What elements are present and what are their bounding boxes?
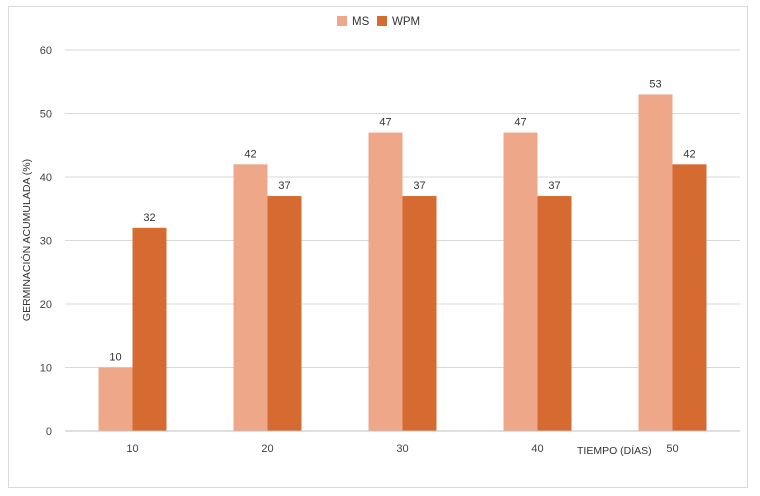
data-label-ms-10: 10 bbox=[109, 352, 121, 364]
x-tick-label: 30 bbox=[396, 443, 408, 455]
x-tick-label: 20 bbox=[261, 443, 273, 455]
bar-wpm-20 bbox=[267, 196, 302, 431]
y-tick-label: 0 bbox=[46, 426, 52, 438]
data-label-wpm-10: 32 bbox=[143, 212, 155, 224]
data-label-ms-50: 53 bbox=[649, 78, 661, 90]
data-label-ms-20: 42 bbox=[244, 148, 256, 160]
data-label-wpm-20: 37 bbox=[278, 180, 290, 192]
bar-ms-30 bbox=[368, 132, 403, 432]
bar-ms-10 bbox=[98, 367, 133, 431]
bar-wpm-30 bbox=[402, 196, 437, 431]
legend-swatch-wpm bbox=[377, 16, 387, 26]
x-axis-title: TIEMPO (DÍAS) bbox=[577, 444, 652, 457]
bar-ms-50 bbox=[638, 94, 673, 431]
data-labels: 10 32 42 37 47 37 47 37 53 42 bbox=[109, 78, 695, 363]
data-label-wpm-30: 37 bbox=[413, 180, 425, 192]
legend-label-wpm: WPM bbox=[392, 16, 420, 28]
bar-ms-40 bbox=[503, 132, 538, 432]
y-tick-label: 10 bbox=[40, 363, 52, 375]
x-tick-label: 40 bbox=[531, 443, 543, 455]
bar-wpm-40 bbox=[537, 196, 572, 431]
y-axis-title: GERMINACIÓN ACUMULADA (%) bbox=[20, 159, 33, 321]
data-label-wpm-50: 42 bbox=[683, 148, 695, 160]
x-axis-ticks: 10 20 30 40 50 bbox=[126, 443, 678, 455]
bar-ms-20 bbox=[233, 164, 268, 432]
y-tick-label: 20 bbox=[40, 299, 52, 311]
bar-wpm-50 bbox=[672, 164, 707, 432]
y-tick-label: 30 bbox=[40, 236, 52, 248]
x-tick-label: 10 bbox=[126, 443, 138, 455]
legend-swatch-ms bbox=[337, 16, 347, 26]
bar-wpm-10 bbox=[132, 227, 167, 431]
y-tick-label: 40 bbox=[40, 172, 52, 184]
data-label-ms-40: 47 bbox=[514, 117, 526, 129]
bars bbox=[98, 94, 707, 432]
data-label-wpm-40: 37 bbox=[548, 180, 560, 192]
legend: MS WPM bbox=[337, 16, 420, 28]
y-tick-label: 50 bbox=[40, 109, 52, 121]
y-axis-ticks: 0 10 20 30 40 50 60 bbox=[40, 45, 52, 438]
x-tick-label: 50 bbox=[666, 443, 678, 455]
y-tick-label: 60 bbox=[40, 45, 52, 57]
data-label-ms-30: 47 bbox=[379, 117, 391, 129]
legend-label-ms: MS bbox=[352, 16, 370, 28]
gridlines bbox=[65, 49, 740, 368]
